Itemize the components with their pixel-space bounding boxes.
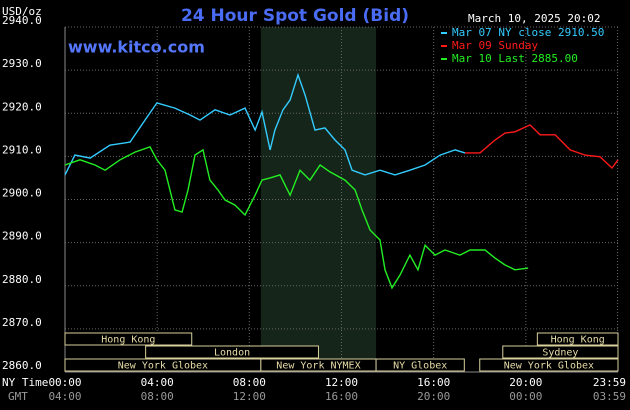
x2-tick-label: 03:59 bbox=[593, 390, 626, 403]
session-box bbox=[479, 358, 619, 372]
session-label: New York NYMEX bbox=[276, 361, 360, 372]
x-tick-label: 23:59 bbox=[593, 376, 626, 389]
y-tick-label: 2890.0 bbox=[2, 230, 42, 243]
x2-tick-label: 08:00 bbox=[141, 390, 174, 403]
session-box bbox=[536, 332, 619, 346]
legend-entry: Mar 07 NY close 2910.50 bbox=[452, 26, 604, 39]
session-box bbox=[502, 345, 619, 359]
legend-entry: Mar 10 Last 2885.00 bbox=[452, 52, 578, 65]
y-tick-label: 2870.0 bbox=[2, 316, 42, 329]
x-tick-label: 08:00 bbox=[233, 376, 266, 389]
date: March 10, 2025 20:02 bbox=[468, 12, 600, 25]
price-line bbox=[64, 72, 466, 176]
y-tick-label: 2940.0 bbox=[2, 14, 42, 27]
session-label: New York Globex bbox=[504, 361, 594, 372]
y-tick-label: 2910.0 bbox=[2, 143, 42, 156]
x2-tick-label: 20:00 bbox=[417, 390, 450, 403]
y-tick-label: 2920.0 bbox=[2, 100, 42, 113]
y-tick-label: 2880.0 bbox=[2, 273, 42, 286]
site: www.kitco.com bbox=[68, 38, 205, 57]
x-tick-label: 20:00 bbox=[509, 376, 542, 389]
session-label: Hong Kong bbox=[551, 335, 605, 346]
price-line bbox=[465, 124, 619, 170]
session-label: Sydney bbox=[542, 348, 578, 359]
session-label: New York Globex bbox=[118, 361, 208, 372]
x-tick-label: 16:00 bbox=[417, 376, 450, 389]
y-tick-label: 2900.0 bbox=[2, 187, 42, 200]
x2-axis-label: GMT bbox=[8, 390, 28, 403]
x2-tick-label: 00:00 bbox=[509, 390, 542, 403]
x-tick-label: 12:00 bbox=[325, 376, 358, 389]
session-box bbox=[145, 345, 319, 359]
session-label: NY Globex bbox=[393, 361, 447, 372]
price-line bbox=[64, 146, 529, 290]
x2-tick-label: 16:00 bbox=[325, 390, 358, 403]
session-box bbox=[64, 332, 193, 346]
x-tick-label: 00:00 bbox=[48, 376, 81, 389]
y-tick-label: 2930.0 bbox=[2, 57, 42, 70]
legend-entry: Mar 09 Sunday bbox=[452, 39, 538, 52]
x-axis-label: NY Time bbox=[2, 376, 48, 389]
x2-tick-label: 04:00 bbox=[48, 390, 81, 403]
chart-title: 24 Hour Spot Gold (Bid) bbox=[181, 6, 409, 26]
session-label: Hong Kong bbox=[101, 335, 155, 346]
session-box bbox=[375, 358, 465, 372]
unit: USD/oz bbox=[2, 5, 42, 18]
x2-tick-label: 12:00 bbox=[233, 390, 266, 403]
x-tick-label: 04:00 bbox=[141, 376, 174, 389]
session-label: London bbox=[214, 348, 250, 359]
y-tick-label: 2860.0 bbox=[2, 359, 42, 372]
